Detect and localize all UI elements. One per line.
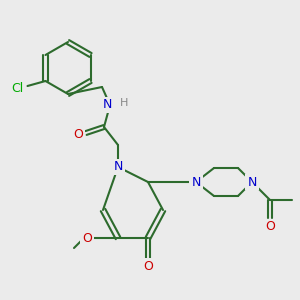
Text: O: O: [265, 220, 275, 233]
Text: Cl: Cl: [11, 82, 24, 94]
Text: N: N: [191, 176, 201, 188]
Text: N: N: [113, 160, 123, 173]
Text: H: H: [120, 98, 128, 108]
Text: O: O: [82, 232, 92, 244]
Text: O: O: [73, 128, 83, 142]
Text: O: O: [143, 260, 153, 272]
Text: N: N: [247, 176, 257, 188]
Text: N: N: [102, 98, 112, 112]
